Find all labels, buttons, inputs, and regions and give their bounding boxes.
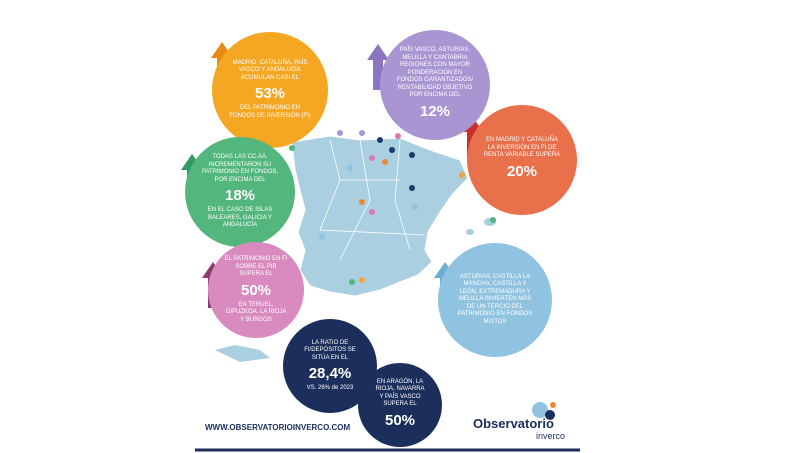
bubble-value: 50% (240, 281, 272, 299)
arrow (367, 44, 389, 90)
pin (369, 155, 375, 161)
region-borders (319, 139, 426, 261)
pin (459, 172, 465, 178)
stat-bubble: EN ARAGÓN, LA RIOJA, NAVARRA Y PAÍS VASC… (358, 363, 442, 447)
stat-bubble: TODAS LAS CC.AA. INCREMENTARON SU PATRIM… (185, 137, 295, 247)
stat-bubble: MADRID, CATALUÑA, PAÍS VASCO Y ANDALUCÍA… (212, 32, 328, 148)
bubble-lead: EN ARAGÓN, LA RIOJA, NAVARRA Y PAÍS VASC… (375, 378, 425, 408)
pin (319, 234, 325, 240)
pin (409, 152, 415, 158)
bubble-trail: DEL PATRIMONIO EN FONDOS DE INVERSIÓN (F… (229, 105, 311, 119)
logo-dot (532, 402, 548, 418)
bubble-value: 28,4% (308, 365, 352, 382)
pin (377, 137, 383, 143)
stat-bubble: PAÍS VASCO, ASTURIAS, MELILLA Y CANTABRI… (380, 30, 490, 140)
pin (359, 277, 365, 283)
logo-dot (545, 410, 555, 420)
pin (409, 185, 415, 191)
bubble-trail: VS. 26% de 2023 (306, 385, 354, 391)
footer-url[interactable]: WWW.OBSERVATORIOINVERCO.COM (205, 423, 351, 432)
pin (359, 199, 365, 205)
bubble-value: 50% (384, 411, 416, 429)
canary (215, 345, 270, 362)
logo-sub: inverco (536, 431, 566, 441)
pin (412, 204, 418, 210)
bubble-lead: EN MADRID Y CATALUÑA LA INVERSIÓN EN FI … (483, 137, 561, 159)
bubble-trail: EN TERUEL, GIPUZKOA, LA RIOJA Y BURGOS (225, 301, 287, 323)
bubble-value: 18% (224, 187, 256, 205)
stat-bubble: EL PATRIMONIO EN FI SOBRE EL PIB SUPERA … (208, 242, 304, 338)
pin (490, 217, 496, 223)
stat-bubble: ASTURIAS, CASTILLA LA MANCHA, CASTILLA Y… (438, 243, 552, 357)
logo-dot (550, 402, 556, 408)
bubble-lead: EL PATRIMONIO EN FI SOBRE EL PIB SUPERA … (224, 256, 288, 277)
bubble-value: 20% (506, 162, 538, 180)
bubble-lead: MADRID, CATALUÑA, PAÍS VASCO Y ANDALUCÍA… (232, 59, 308, 81)
balearic (466, 229, 474, 235)
pin (347, 165, 353, 171)
pin (389, 147, 395, 153)
pin (337, 130, 343, 136)
bubble-lead: LA RATIO DE FI/DEPÓSITOS SE SITÚA EN EL (304, 339, 356, 361)
bubble-value: 12% (419, 102, 451, 120)
bubble-lead: TODAS LAS CC.AA. INCREMENTARON SU PATRIM… (201, 154, 279, 183)
spain-map (291, 135, 469, 297)
pin (382, 159, 388, 165)
pin (289, 145, 295, 151)
pin (369, 209, 375, 215)
bubble-trail: EN EL CASO DE ISLAS BALEARES, GALICIA Y … (207, 207, 273, 229)
pin (349, 279, 355, 285)
bubble-value: 53% (254, 85, 286, 103)
bubble-lead: PAÍS VASCO, ASTURIAS, MELILLA Y CANTABRI… (396, 47, 474, 99)
pin (359, 130, 365, 136)
logo: Observatorio (473, 416, 554, 431)
bubble-lead: ASTURIAS, CASTILLA LA MANCHA, CASTILLA Y… (457, 273, 533, 325)
stat-bubble: EN MADRID Y CATALUÑA LA INVERSIÓN EN FI … (467, 105, 577, 215)
pin (395, 133, 401, 139)
